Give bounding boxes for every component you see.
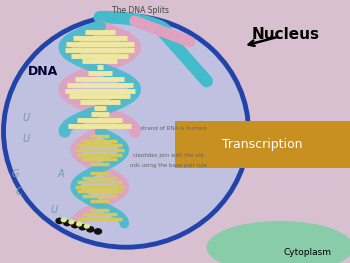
Text: The DNA Splits: The DNA Splits xyxy=(112,6,168,15)
Circle shape xyxy=(56,218,63,224)
FancyBboxPatch shape xyxy=(175,121,350,168)
Text: DNA: DNA xyxy=(28,64,58,78)
Text: strand of RNA is formed: strand of RNA is formed xyxy=(140,126,206,132)
Text: A: A xyxy=(58,169,64,179)
Text: G: G xyxy=(12,169,20,179)
Ellipse shape xyxy=(4,16,248,247)
Text: Transcription: Transcription xyxy=(222,138,303,151)
Text: C: C xyxy=(16,187,23,197)
Circle shape xyxy=(69,220,74,224)
Text: Nucleus: Nucleus xyxy=(252,27,320,42)
Text: U: U xyxy=(23,113,30,123)
Circle shape xyxy=(84,224,89,228)
Circle shape xyxy=(87,227,94,232)
Text: U: U xyxy=(23,134,30,144)
Ellipse shape xyxy=(206,221,350,263)
Circle shape xyxy=(94,229,101,234)
Circle shape xyxy=(79,225,86,230)
Text: U: U xyxy=(51,205,58,215)
Circle shape xyxy=(64,220,71,226)
Circle shape xyxy=(61,218,66,222)
Text: cleotides join with the old: cleotides join with the old xyxy=(133,153,203,158)
Circle shape xyxy=(71,222,78,228)
Circle shape xyxy=(77,222,82,226)
Text: nds using the base pair rule: nds using the base pair rule xyxy=(130,163,206,168)
Text: Cytoplasm: Cytoplasm xyxy=(284,248,332,257)
